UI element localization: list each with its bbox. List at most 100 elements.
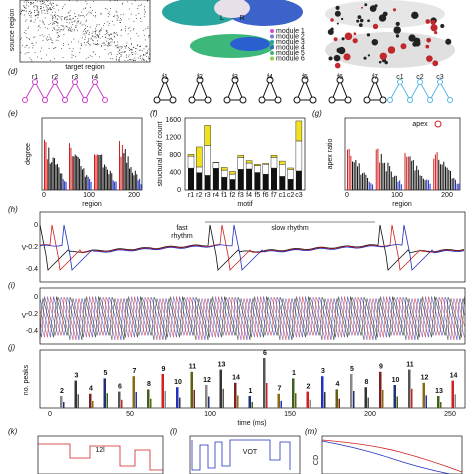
label: 13 — [435, 388, 443, 395]
matrix-dot — [119, 48, 121, 50]
matrix-dot — [60, 24, 62, 26]
matrix-dot — [117, 47, 119, 49]
matrix-dot — [108, 34, 110, 36]
matrix-dot — [21, 44, 23, 46]
matrix-dot — [20, 37, 22, 39]
matrix-dot — [55, 22, 57, 23]
matrix-dot — [77, 20, 78, 22]
network-node — [426, 37, 432, 43]
deco-bar — [392, 177, 394, 190]
matrix-dot — [95, 15, 96, 17]
deco-bar — [147, 389, 150, 408]
deco-bar — [385, 171, 387, 190]
matrix-dot — [139, 49, 140, 51]
matrix-dot — [69, 15, 71, 16]
deco-bar — [188, 168, 194, 190]
deco-bar — [52, 157, 54, 190]
matrix-dot — [77, 30, 78, 32]
matrix-dot — [97, 36, 99, 38]
label: (m) — [305, 427, 317, 436]
label: L — [220, 15, 224, 22]
deco-bar — [98, 154, 100, 190]
matrix-dot — [144, 6, 145, 8]
matrix-dot — [101, 13, 102, 15]
deco-bar — [135, 392, 137, 408]
matrix-dot — [52, 24, 54, 26]
matrix-dot — [98, 36, 100, 38]
matrix-dot — [116, 34, 118, 36]
x-tick-label: 200 — [128, 192, 140, 199]
motif-node — [72, 79, 78, 85]
matrix-dot — [57, 39, 59, 41]
f-frame — [184, 117, 306, 191]
matrix-dot — [90, 37, 92, 39]
matrix-dot — [82, 30, 84, 32]
matrix-dot — [41, 58, 42, 60]
matrix-dot — [38, 14, 40, 16]
label: 6 — [118, 383, 122, 390]
matrix-dot — [145, 52, 147, 54]
deco-bar — [102, 167, 104, 190]
motif-node — [447, 97, 453, 103]
matrix-dot — [101, 46, 103, 47]
matrix-dot — [95, 54, 97, 55]
matrix-dot — [67, 12, 69, 14]
matrix-dot — [130, 52, 132, 53]
deco-bar — [229, 173, 236, 180]
label: 1 — [292, 370, 296, 377]
matrix-dot — [89, 44, 90, 46]
matrix-dot — [39, 27, 41, 29]
matrix-dot — [25, 2, 27, 4]
deco-bar — [352, 161, 354, 190]
label: 1 — [249, 388, 253, 395]
matrix-dot — [37, 17, 39, 19]
matrix-dot — [92, 40, 94, 42]
deco-bar — [121, 144, 123, 190]
matrix-dot — [95, 44, 97, 45]
matrix-dot — [47, 13, 49, 14]
label: 12 — [203, 377, 211, 384]
deco-bar — [372, 184, 374, 190]
deco-bar — [70, 147, 72, 190]
deco-bar — [212, 162, 220, 169]
label: (d) — [8, 67, 18, 76]
matrix-dot — [67, 19, 69, 20]
label: VOT — [243, 449, 258, 456]
matrix-dot — [37, 29, 39, 31]
matrix-dot — [139, 58, 141, 60]
matrix-dot — [121, 3, 123, 5]
deco-bar — [229, 179, 236, 190]
deco-bar — [454, 394, 456, 408]
label: f5 — [254, 192, 260, 199]
matrix-dot — [60, 17, 62, 19]
deco-bar — [118, 391, 121, 408]
matrix-dot — [84, 8, 86, 9]
matrix-dot — [24, 46, 26, 48]
matrix-dot — [93, 51, 94, 53]
matrix-dot — [147, 26, 149, 28]
matrix-dot — [53, 5, 55, 7]
matrix-dot — [41, 12, 43, 14]
matrix-dot — [147, 28, 149, 29]
matrix-dot — [71, 21, 73, 23]
matrix-dot — [122, 2, 124, 4]
y-tick-label: 1200 — [165, 134, 181, 141]
label: f4 — [267, 74, 273, 81]
matrix-dot — [125, 46, 127, 48]
matrix-dot — [139, 46, 140, 48]
matrix-dot — [39, 1, 41, 2]
label: 3 — [75, 372, 79, 379]
matrix-dot — [90, 44, 91, 46]
matrix-dot — [52, 15, 54, 17]
matrix-dot — [101, 27, 103, 29]
matrix-dot — [49, 59, 51, 61]
deco-bar — [87, 176, 89, 190]
motif-node — [153, 96, 161, 104]
matrix-dot — [114, 41, 115, 43]
matrix-dot — [130, 48, 131, 50]
matrix-dot — [99, 31, 101, 33]
deco-bar — [399, 180, 401, 190]
deco-bar — [441, 164, 443, 190]
matrix-dot — [85, 58, 87, 60]
matrix-dot — [121, 19, 123, 21]
